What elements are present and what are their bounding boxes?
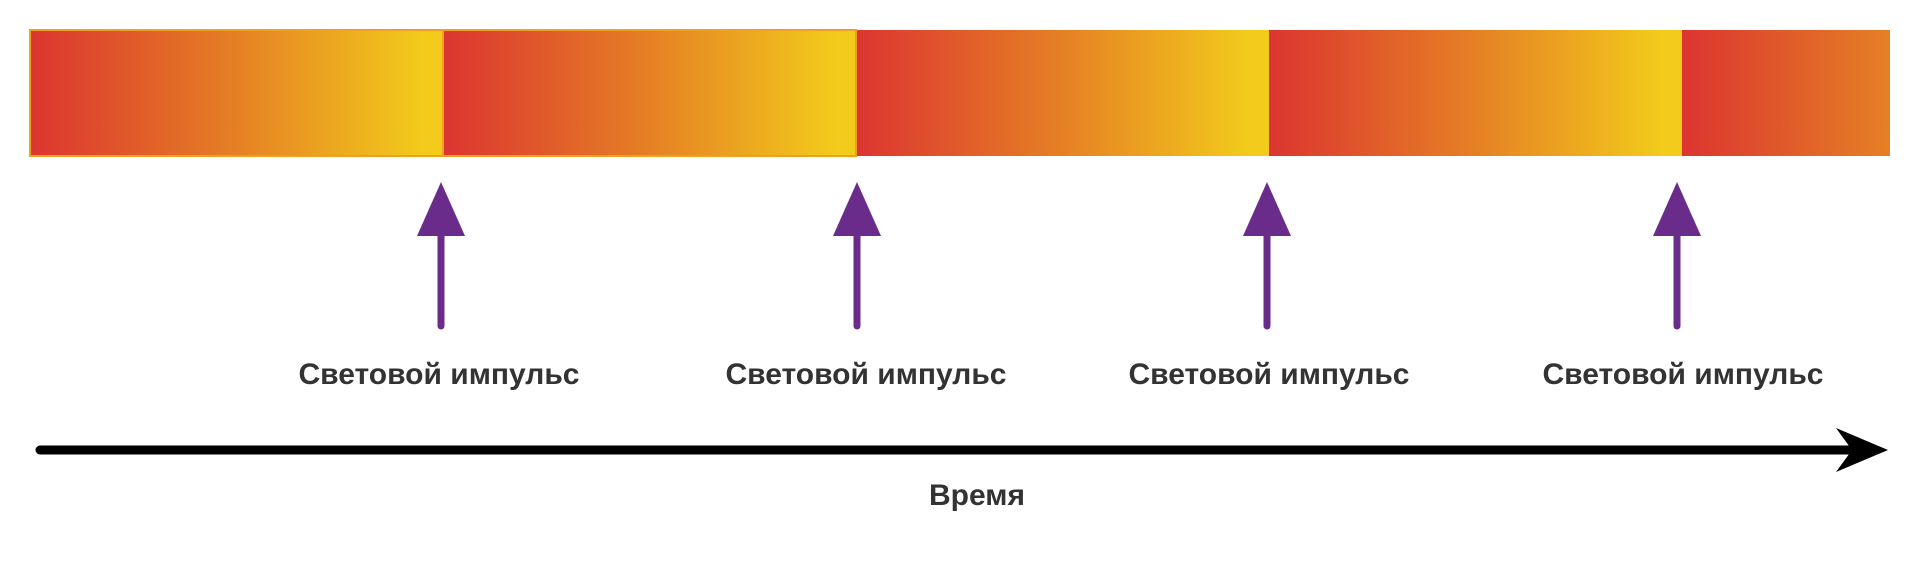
pulse-arrow [1243,182,1291,330]
pulse-arrow [417,182,465,330]
color-bar [29,29,1890,157]
time-axis-arrow [35,428,1888,472]
bar-segment [856,30,1269,156]
pulse-arrow [833,182,881,330]
pulse-label: Световой импульс [298,358,579,391]
bar-segment [30,30,443,156]
bar-segment-outline [442,29,857,157]
pulse-label: Световой импульс [1542,358,1823,391]
bar-segment [443,30,856,156]
time-axis-label: Время [929,479,1025,512]
bar-segment [1269,30,1682,156]
pulse-label: Световой импульс [1128,358,1409,391]
bar-segment-tail [1682,30,1890,156]
pulse-label: Световой импульс [725,358,1006,391]
pulse-arrow [1653,182,1701,330]
